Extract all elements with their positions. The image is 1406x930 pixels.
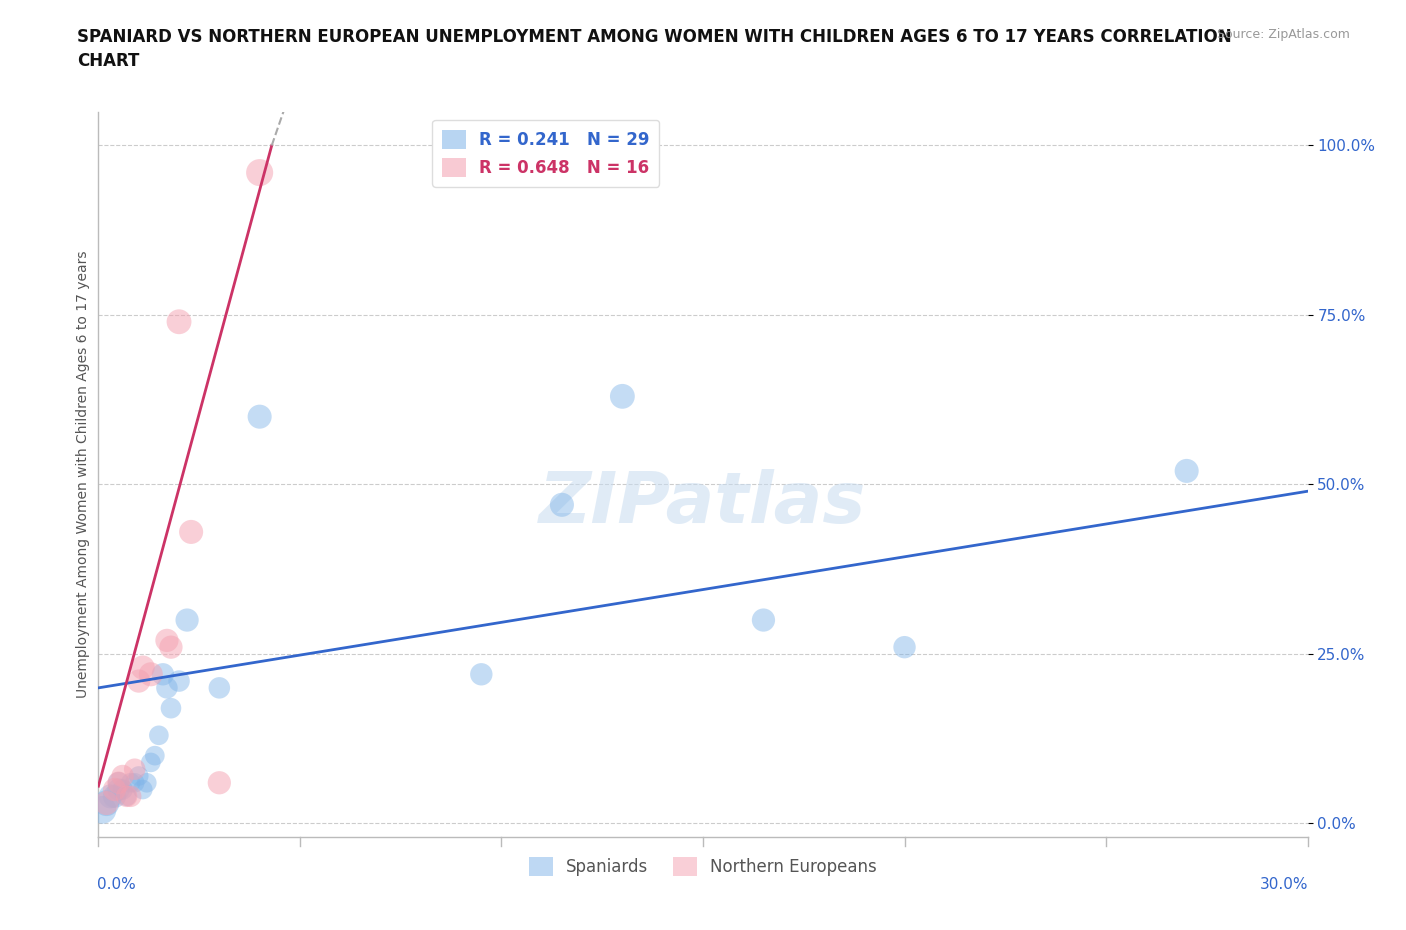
Point xyxy=(135,776,157,790)
Point xyxy=(124,776,146,790)
Text: ZIPatlas: ZIPatlas xyxy=(540,469,866,538)
Text: Source: ZipAtlas.com: Source: ZipAtlas.com xyxy=(1216,28,1350,41)
Point xyxy=(143,749,166,764)
Point xyxy=(120,776,142,790)
Legend: Spaniards, Northern Europeans: Spaniards, Northern Europeans xyxy=(523,851,883,884)
Point xyxy=(111,768,134,783)
Point xyxy=(208,776,231,790)
Point xyxy=(132,782,155,797)
Y-axis label: Unemployment Among Women with Children Ages 6 to 17 years: Unemployment Among Women with Children A… xyxy=(76,250,90,698)
Point xyxy=(128,673,150,688)
Point xyxy=(551,498,574,512)
Point xyxy=(160,640,183,655)
Point xyxy=(156,633,179,648)
Point xyxy=(249,166,271,180)
Point xyxy=(612,389,634,404)
Point xyxy=(120,789,142,804)
Text: 0.0%: 0.0% xyxy=(97,877,136,892)
Point xyxy=(139,755,162,770)
Point xyxy=(249,409,271,424)
Point xyxy=(96,796,118,811)
Point xyxy=(152,667,174,682)
Point xyxy=(100,789,122,804)
Point xyxy=(128,768,150,783)
Point xyxy=(160,700,183,715)
Point xyxy=(167,673,190,688)
Point xyxy=(111,782,134,797)
Point xyxy=(752,613,775,628)
Point xyxy=(115,789,138,804)
Point xyxy=(124,762,146,777)
Point xyxy=(156,681,179,696)
Point xyxy=(148,728,170,743)
Point xyxy=(180,525,202,539)
Point xyxy=(132,660,155,675)
Point xyxy=(139,667,162,682)
Point xyxy=(107,782,129,797)
Text: SPANIARD VS NORTHERN EUROPEAN UNEMPLOYMENT AMONG WOMEN WITH CHILDREN AGES 6 TO 1: SPANIARD VS NORTHERN EUROPEAN UNEMPLOYME… xyxy=(77,28,1232,70)
Point xyxy=(96,796,118,811)
Point xyxy=(107,776,129,790)
Text: 30.0%: 30.0% xyxy=(1260,877,1309,892)
Point xyxy=(176,613,198,628)
Point xyxy=(208,681,231,696)
Point xyxy=(470,667,492,682)
Point xyxy=(167,314,190,329)
Point xyxy=(893,640,915,655)
Point xyxy=(115,789,138,804)
Point xyxy=(103,782,125,797)
Point xyxy=(91,803,114,817)
Point xyxy=(107,776,129,790)
Point xyxy=(1175,463,1198,478)
Point xyxy=(103,789,125,804)
